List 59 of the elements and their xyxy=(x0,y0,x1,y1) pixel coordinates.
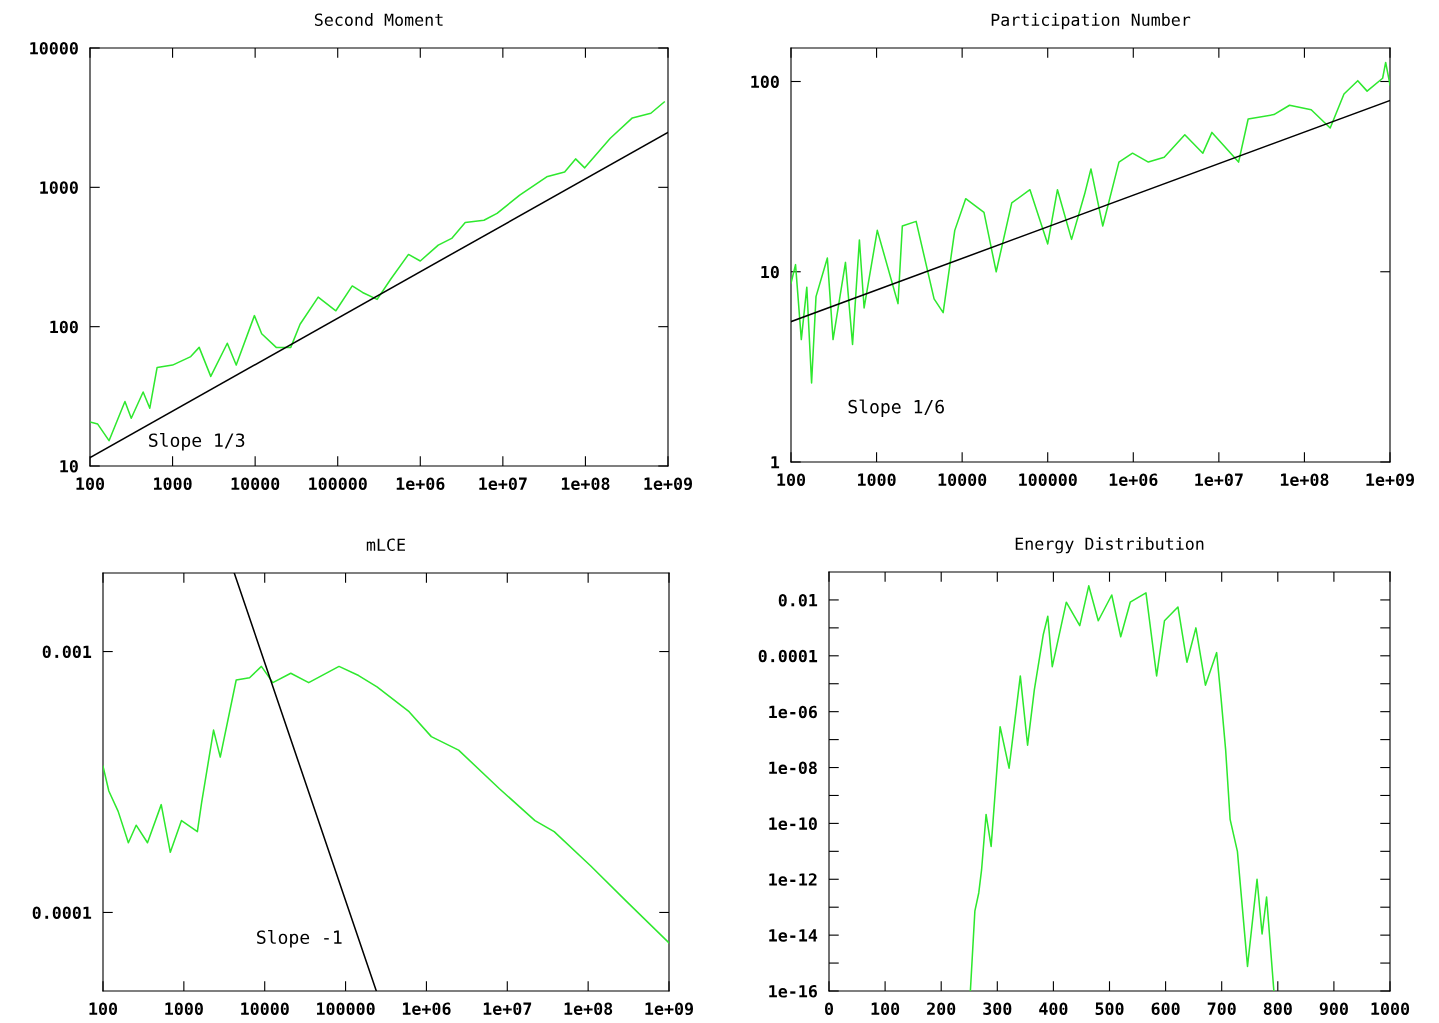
x-tick-label: 200 xyxy=(927,1002,956,1016)
chart-title: Second Moment xyxy=(314,13,443,27)
x-tick-label: 1e+07 xyxy=(483,1002,532,1016)
x-tick-label: 10000 xyxy=(938,473,987,487)
y-tick-label: 10000 xyxy=(30,41,78,55)
annotation: Slope 1/3 xyxy=(149,432,245,451)
line-series xyxy=(969,585,1275,991)
x-tick-label: 400 xyxy=(1039,1002,1068,1016)
y-tick-label: 10 xyxy=(761,265,779,279)
x-tick-label: 500 xyxy=(1095,1002,1124,1016)
x-tick-label: 100000 xyxy=(309,477,367,491)
x-tick-label: 1e+06 xyxy=(396,477,445,491)
annotation: Slope 1/6 xyxy=(848,399,944,417)
x-tick-label: 1e+08 xyxy=(1280,473,1329,487)
y-tick-label: 100 xyxy=(50,320,78,334)
y-tick-label: 0.01 xyxy=(778,593,818,607)
y-tick-label: 1e-16 xyxy=(769,984,817,998)
x-tick-label: 900 xyxy=(1319,1002,1348,1016)
x-tick-label: 1e+08 xyxy=(561,477,610,491)
y-tick-label: 1e-10 xyxy=(769,817,817,830)
y-tick-label: 100 xyxy=(751,75,779,89)
y-tick-label: 1e-12 xyxy=(769,873,817,886)
x-tick-label: 300 xyxy=(983,1002,1012,1016)
y-tick-label: 10 xyxy=(60,459,78,473)
x-tick-label: 1000 xyxy=(1371,1002,1410,1016)
x-tick-label: 10000 xyxy=(241,1002,289,1016)
x-tick-label: 10000 xyxy=(231,477,280,491)
x-tick-label: 1000 xyxy=(165,1002,203,1016)
x-tick-label: 1000 xyxy=(154,477,192,491)
y-tick-label: 1e-14 xyxy=(769,929,818,942)
chart-title: Participation Number xyxy=(991,13,1191,30)
y-tick-label: 1e-08 xyxy=(769,761,817,775)
y-tick-label: 0.001 xyxy=(42,645,92,659)
chart-title: mLCE xyxy=(366,538,405,552)
chart-title: Energy Distribution xyxy=(1015,537,1204,554)
x-tick-label: 1e+09 xyxy=(1366,473,1415,487)
x-tick-label: 800 xyxy=(1263,1002,1292,1016)
x-tick-label: 100000 xyxy=(1019,473,1077,487)
x-tick-label: 1e+09 xyxy=(645,1002,694,1016)
y-tick-label: 1e-06 xyxy=(769,705,817,719)
x-tick-label: 100 xyxy=(871,1002,900,1016)
x-tick-label: 1e+07 xyxy=(479,477,527,491)
y-tick-label: 1000 xyxy=(40,181,78,194)
x-tick-label: 1e+06 xyxy=(402,1002,451,1016)
x-tick-label: 0 xyxy=(824,1002,834,1016)
x-tick-label: 1e+08 xyxy=(564,1002,613,1016)
x-tick-label: 600 xyxy=(1151,1002,1180,1016)
x-tick-label: 100 xyxy=(76,477,105,491)
y-tick-label: 0.0001 xyxy=(758,649,818,663)
annotation: Slope -1 xyxy=(257,929,342,948)
x-tick-label: 1e+09 xyxy=(644,477,693,491)
x-tick-label: 100000 xyxy=(317,1002,375,1016)
x-tick-label: 1e+06 xyxy=(1109,473,1158,487)
x-tick-label: 1000 xyxy=(858,473,896,487)
x-tick-label: 1e+07 xyxy=(1195,473,1243,487)
y-tick-label: 0.0001 xyxy=(32,906,92,920)
y-tick-label: 1 xyxy=(771,456,780,469)
x-tick-label: 100 xyxy=(89,1002,118,1016)
x-tick-label: 700 xyxy=(1207,1002,1236,1016)
